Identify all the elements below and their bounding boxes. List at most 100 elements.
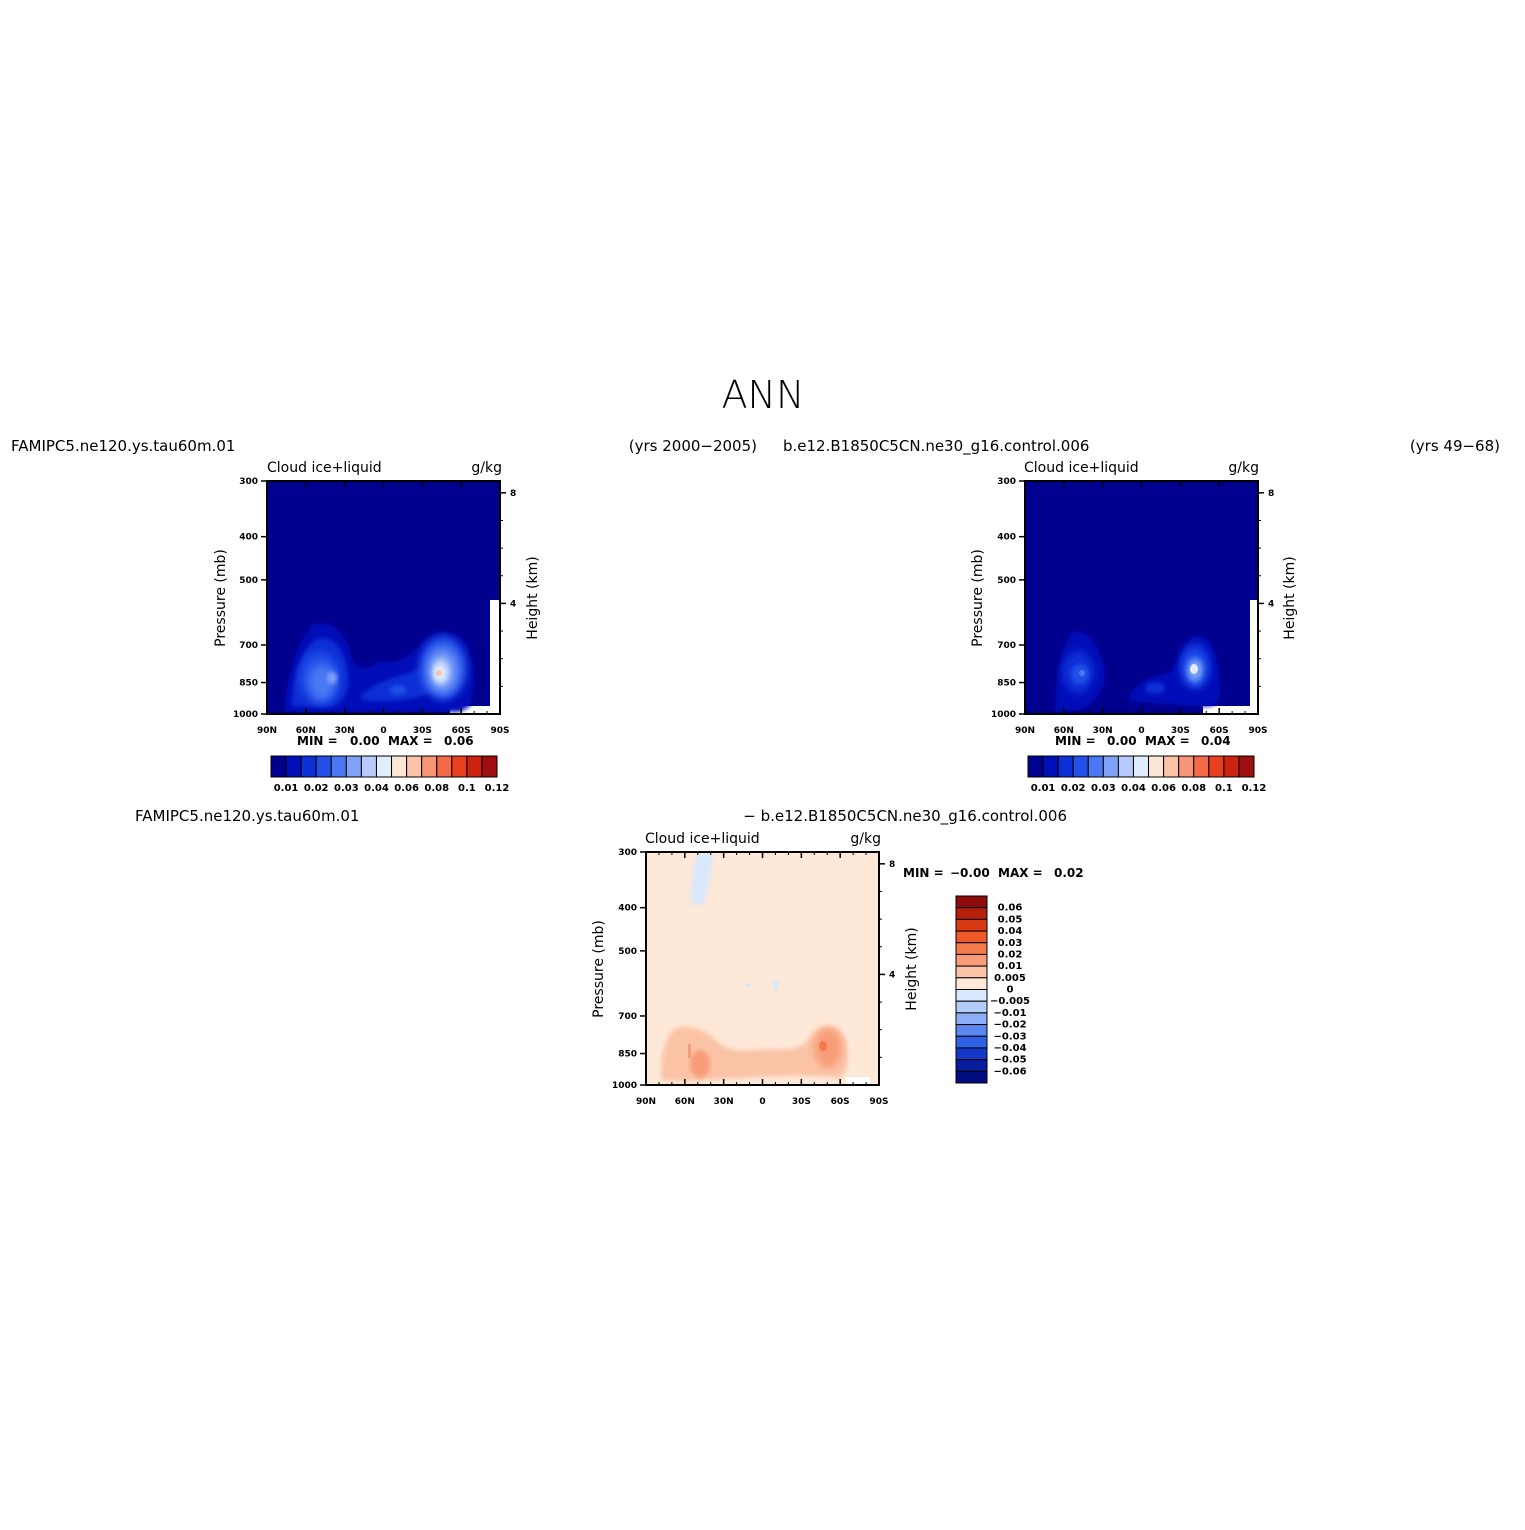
panel-diff-contour-008	[819, 1041, 827, 1051]
panel-b-colorbar-swatch	[1027, 755, 1044, 778]
panel-b-y-axis-title: Pressure (mb)	[970, 549, 986, 647]
panel-b-x-tick-label: 90N	[1015, 726, 1035, 736]
panel-a-y-tick-label: 400	[239, 533, 258, 543]
panel-a-colorbar-swatch	[421, 755, 438, 778]
panel-diff-colorbar-swatch	[955, 895, 988, 909]
panel-b-x-tick-label: 30N	[1093, 726, 1113, 736]
panel-a-y-tick-label: 850	[239, 679, 258, 689]
panel-a-x-tick-label: 60S	[452, 726, 471, 736]
panel-b-colorbar-swatch	[1238, 755, 1255, 778]
panel-diff-colorbar-swatch	[955, 953, 988, 967]
panel-a-max-value: 0.06	[444, 734, 474, 748]
panel-a-right-tick-label: 8	[510, 489, 516, 499]
panel-diff-case-b-label: − b.e12.B1850C5CN.ne30_g16.control.006	[743, 807, 1067, 826]
panel-diff-x-tick-label: 0	[759, 1097, 765, 1107]
panel-a-min-label: MIN =	[297, 734, 338, 748]
panel-a-x-tick-label: 60N	[296, 726, 316, 736]
panel-b-colorbar-swatch	[1178, 755, 1195, 778]
panel-b-colorbar-swatch	[1163, 755, 1180, 778]
figure-title: ANN	[722, 373, 805, 417]
panel-diff-contour-001	[691, 853, 713, 905]
panel-a-y-tick-label: 300	[239, 477, 258, 487]
panel-b-min-value: 0.00	[1107, 734, 1137, 748]
panel-diff-x-tick-label: 30S	[792, 1097, 811, 1107]
panel-a-y-tick-label: 1000	[233, 710, 258, 720]
panel-b-colorbar-swatch	[1193, 755, 1210, 778]
panel-a-colorbar-swatch	[406, 755, 423, 778]
panel-a-right-axis-title: Height (km)	[525, 556, 541, 639]
panel-diff-contour-003	[745, 983, 751, 987]
panel-b-x-tick-label: 90S	[1248, 726, 1267, 736]
panel-b-colorbar-label: 0.1	[1215, 783, 1233, 794]
panel-b-axes: 90N 60N 30N 0 30S 60S 90S 300 400 500 700 850 1000 8 4	[991, 477, 1274, 736]
panel-diff-right-tick-label: 8	[889, 860, 895, 870]
panel-diff-y-tick-label: 300	[618, 848, 637, 858]
panel-b-contour-006	[1145, 682, 1165, 694]
panel-a-colorbar-label: 0.06	[394, 783, 419, 794]
panel-a-colorbar-swatch	[375, 755, 393, 778]
panel-b-right-tick-label: 8	[1268, 489, 1274, 499]
panel-a-missing-strip	[450, 706, 500, 714]
panel-b-max-value: 0.04	[1201, 734, 1231, 748]
panel-diff-contour-007	[814, 1028, 842, 1068]
panel-a-colorbar-label: 0.1	[458, 783, 476, 794]
panel-diff-colorbar-label: 0.04	[998, 926, 1023, 937]
panel-a-right-tick-label: 4	[510, 599, 516, 609]
panel-b-colorbar-label: 0.04	[1121, 783, 1146, 794]
panel-diff-colorbar-swatch	[955, 1024, 988, 1037]
panel-b-y-tick-label: 700	[997, 641, 1016, 651]
panel-b-units-label: g/kg	[1228, 460, 1259, 476]
panel-a-y-axis-title: Pressure (mb)	[213, 549, 229, 647]
panel-diff-right-axis-title: Height (km)	[904, 927, 920, 1010]
panel-b-right-axis-title: Height (km)	[1282, 556, 1298, 639]
panel-diff-colorbar-swatch	[955, 1012, 988, 1026]
panel-a-y-tick-label: 500	[239, 576, 258, 586]
panel-diff-colorbar-label: 0.06	[998, 903, 1023, 914]
panel-diff-missing-strip	[846, 1077, 870, 1085]
panel-a-years-label: (yrs 2000−2005)	[629, 437, 757, 455]
panel-diff-y-tick-label: 1000	[612, 1081, 637, 1091]
panel-diff-axes: 90N 60N 30N 0 30S 60S 90S 300 400 500 700 850 1000 8 4	[612, 848, 895, 1107]
panel-diff-colorbar-swatch	[955, 965, 988, 979]
panel-diff-colorbar-swatch	[955, 930, 988, 944]
panel-b-case-label: b.e12.B1850C5CN.ne30_g16.control.006	[783, 437, 1089, 456]
panel-a-contour-field	[267, 481, 500, 714]
panel-b-x-tick-label: 0	[1138, 726, 1144, 736]
panel-diff-colorbar-swatch	[955, 1070, 988, 1084]
panel-b-years-label: (yrs 49−68)	[1410, 437, 1500, 455]
panel-a-colorbar-swatch	[360, 755, 377, 778]
panel-diff-case-a-label: FAMIPC5.ne120.ys.tau60m.01	[135, 807, 359, 825]
panel-diff-colorbar-swatch	[955, 907, 988, 920]
panel-diff-y-axis-title: Pressure (mb)	[591, 920, 607, 1018]
panel-diff-colorbar-swatch	[955, 1035, 988, 1049]
panel-diff-colorbar-label: 0.03	[998, 938, 1023, 949]
panel-a-colorbar-label: 0.02	[304, 783, 329, 794]
panel-a-colorbar-swatch	[315, 755, 332, 778]
panel-a-colorbar-swatch	[466, 755, 483, 778]
panel-a-variable-label: Cloud ice+liquid	[267, 460, 382, 476]
panel-b-y-tick-label: 1000	[991, 710, 1016, 720]
panel-a-axes: 90N 60N 30N 0 30S 60S 90S 300 400 500 700 850 1000 8 4	[233, 477, 516, 736]
panel-b-x-tick-label: 30S	[1171, 726, 1190, 736]
panel-a-colorbar-label: 0.03	[334, 783, 359, 794]
panel-a-colorbar-swatch	[330, 755, 347, 778]
panel-a-colorbar-label: 0.01	[274, 783, 299, 794]
panel-diff-colorbar-label: −0.005	[990, 996, 1030, 1007]
panel-b-contour-011	[1190, 664, 1198, 674]
panel-diff-colorbar-label: 0.005	[994, 973, 1026, 984]
panel-a-contour-007	[390, 685, 406, 695]
panel-diff-max-value: 0.02	[1054, 866, 1084, 880]
panel-diff-colorbar-label: −0.06	[993, 1066, 1026, 1077]
panel-diff-colorbar-label: −0.01	[993, 1008, 1026, 1019]
panel-b-colorbar-swatch	[1208, 755, 1225, 778]
panel-a-contour-005	[309, 664, 335, 700]
panel-diff-x-tick-label: 30N	[714, 1097, 734, 1107]
panel-a-min-value: 0.00	[350, 734, 380, 748]
panel-diff-colorbar-swatch	[955, 1047, 988, 1061]
panel-diff-y-tick-label: 850	[618, 1050, 637, 1060]
panel-a-missing-region	[490, 600, 500, 714]
panel-diff-colorbar-label: −0.02	[993, 1020, 1026, 1031]
panel-b-colorbar-label: 0.12	[1242, 783, 1267, 794]
panel-diff-contour-006	[688, 1044, 691, 1058]
